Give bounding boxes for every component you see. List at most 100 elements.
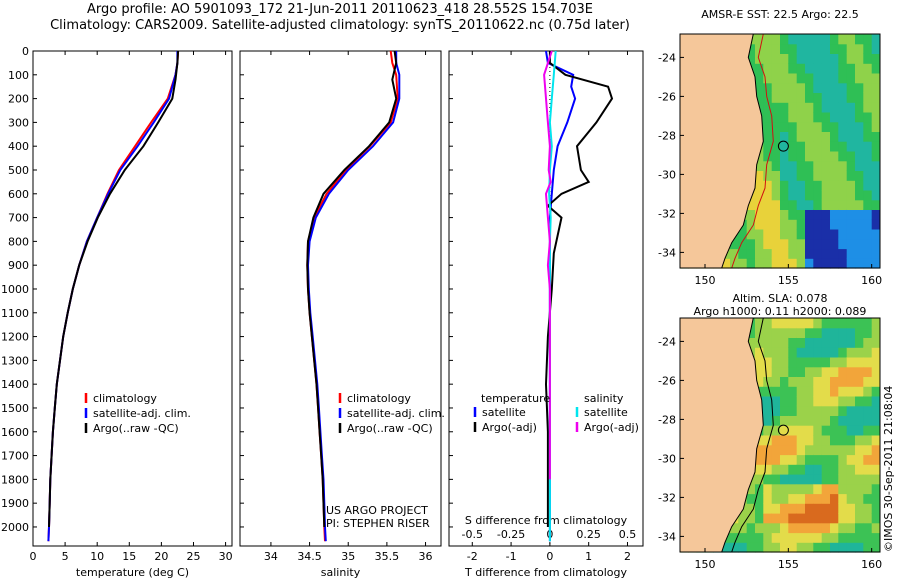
sla-grid-cell: [830, 347, 839, 358]
sst-grid-cell: [796, 209, 806, 220]
sst-grid-cell: [855, 258, 864, 269]
sla-grid-cell: [855, 318, 864, 329]
sla-grid-cell: [796, 542, 806, 553]
sla-grid-cell: [771, 415, 781, 426]
sst-grid-cell: [863, 63, 873, 74]
sst-grid-cell: [830, 151, 839, 162]
sst-grid-cell: [780, 238, 789, 250]
sla-grid-cell: [780, 357, 789, 368]
sla-grid-cell: [771, 464, 781, 475]
sla-grid-cell: [771, 522, 781, 534]
sst-grid-cell: [846, 63, 856, 74]
sst-grid-cell: [863, 34, 873, 45]
sla-grid-cell: [738, 532, 748, 543]
sst-grid-cell: [855, 248, 864, 259]
sla-grid-cell: [755, 542, 764, 553]
sst-grid-cell: [855, 102, 864, 113]
y-tick-label: 800: [8, 235, 29, 248]
sla-grid-cell: [846, 327, 856, 338]
sla-grid-cell: [755, 337, 764, 348]
sst-grid-cell: [821, 131, 831, 142]
sst-contour-line: [731, 33, 774, 269]
sst-grid-cell: [871, 34, 881, 45]
sst-grid-cell: [855, 131, 864, 142]
sla-grid-cell: [830, 318, 839, 329]
map-lat-tick-label: -24: [658, 335, 676, 348]
sst-grid-cell: [788, 102, 798, 113]
sst-grid-cell: [855, 43, 864, 54]
sst-grid-cell: [780, 141, 789, 152]
sst-grid-cell: [821, 170, 831, 181]
sla-grid-cell: [796, 386, 806, 397]
y-tick-label: 2000: [1, 521, 29, 534]
sst-grid-cell: [846, 238, 856, 250]
sla-grid-cell: [746, 483, 756, 495]
sst-grid-cell: [863, 170, 873, 181]
sla-grid-cell: [788, 347, 798, 358]
sst-grid-cell: [788, 238, 798, 250]
map-lat-tick-label: -34: [658, 246, 676, 259]
sst-grid-cell: [805, 63, 814, 74]
sst-grid-cell: [830, 229, 839, 240]
sla-grid-cell: [813, 444, 823, 456]
sst-grid-cell: [796, 229, 806, 240]
sst-grid-cell: [763, 53, 773, 64]
sst-grid-cell: [855, 229, 864, 240]
sla-grid-cell: [830, 425, 839, 436]
map-lon-tick-label: 155: [778, 274, 799, 287]
sla-grid-cell: [863, 357, 873, 368]
sla-grid-cell: [863, 532, 873, 543]
sla-grid-cell: [796, 415, 806, 426]
sla-grid-cell: [788, 318, 798, 329]
sst-grid-cell: [763, 131, 773, 142]
sla-grid-cell: [855, 532, 864, 543]
sst-grid-cell: [855, 92, 864, 103]
sst-grid-cell: [738, 229, 748, 240]
sla-grid-cell: [838, 493, 848, 504]
sst-grid-cell: [830, 238, 839, 250]
sst-grid-cell: [871, 190, 881, 201]
sst-grid-cell: [871, 180, 881, 191]
sla-grid-cell: [755, 357, 764, 368]
sla-grid-cell: [763, 493, 773, 504]
sst-grid-cell: [871, 170, 881, 181]
sla-grid-cell: [863, 435, 873, 446]
sst-grid-cell: [846, 73, 856, 84]
sst-grid-cell: [763, 190, 773, 201]
sst-grid-cell: [805, 82, 814, 93]
diff-salinity-legend-label: satellite: [584, 406, 628, 419]
sla-grid-cell: [855, 513, 864, 524]
sla-grid-cell: [730, 542, 739, 553]
sst-grid-cell: [863, 141, 873, 152]
sst-grid-cell: [746, 258, 756, 269]
top-x-tick-label: 0.25: [576, 528, 601, 541]
sst-grid-cell: [830, 82, 839, 93]
sst-grid-cell: [846, 190, 856, 201]
sla-grid-cell: [855, 483, 864, 495]
sst-grid-cell: [846, 92, 856, 103]
sla-grid-cell: [796, 357, 806, 368]
sla-grid-cell: [763, 366, 773, 377]
sla-grid-cell: [805, 464, 814, 475]
sst-grid-cell: [780, 190, 789, 201]
sst-grid-cell: [771, 170, 781, 181]
sst-grid-cell: [813, 180, 823, 191]
sst-grid-cell: [780, 92, 789, 103]
temperature-legend-label: climatology: [93, 392, 157, 405]
sst-grid-cell: [871, 199, 881, 210]
sst-grid-cell: [846, 121, 856, 132]
sst-grid-cell: [871, 160, 881, 171]
project-label: US ARGO PROJECT: [326, 504, 428, 517]
sst-grid-cell: [846, 102, 856, 113]
sst-grid-cell: [738, 248, 748, 259]
sla-grid-cell: [746, 327, 756, 338]
sst-grid-cell: [871, 102, 881, 113]
sla-grid-cell: [871, 415, 881, 426]
sst-grid-cell: [846, 131, 856, 142]
sla-grid-cell: [871, 435, 881, 446]
sst-grid-cell: [730, 238, 739, 250]
sla-grid-cell: [788, 376, 798, 387]
sst-grid-cell: [821, 141, 831, 152]
sst-grid-cell: [780, 102, 789, 113]
sst-grid-cell: [863, 258, 873, 269]
